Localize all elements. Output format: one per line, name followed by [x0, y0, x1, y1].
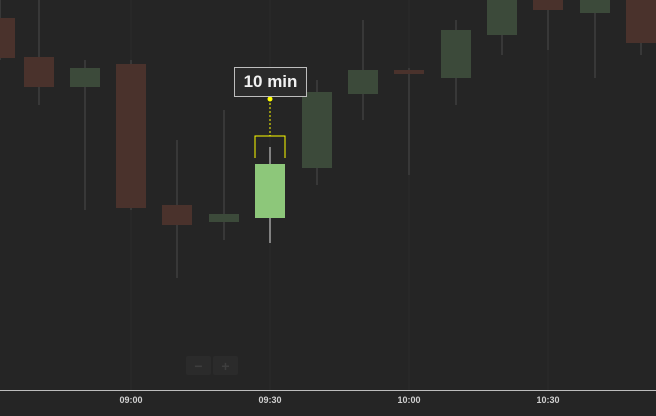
x-axis-line: [0, 390, 656, 391]
candle-body: [533, 0, 563, 10]
candle-body: [626, 0, 656, 43]
candle-body: [302, 92, 332, 168]
candle-body: [0, 18, 15, 58]
candle-body: [116, 64, 146, 208]
x-tick-label: 10:00: [397, 395, 421, 405]
candle-body: [162, 205, 192, 225]
x-tick-label: 09:00: [119, 395, 143, 405]
x-tick-label: 09:30: [258, 395, 282, 405]
zoom-in-button[interactable]: +: [213, 356, 238, 375]
candle-body: [394, 70, 424, 74]
candle-body: [348, 70, 378, 94]
candle-body: [24, 57, 54, 87]
candle-tooltip: 10 min: [234, 67, 307, 97]
x-tick-label: 10:30: [536, 395, 560, 405]
candlestick-chart[interactable]: [0, 0, 656, 390]
candle-body: [441, 30, 471, 78]
zoom-controls: − +: [186, 356, 238, 375]
highlight-candle-body: [255, 164, 285, 218]
tooltip-anchor-dot: [267, 96, 273, 102]
candle-body: [70, 68, 100, 87]
candle-body: [580, 0, 610, 13]
candle-body: [487, 0, 517, 35]
zoom-out-button[interactable]: −: [186, 356, 211, 375]
candle-body: [209, 214, 239, 222]
chart-svg: [0, 0, 656, 278]
